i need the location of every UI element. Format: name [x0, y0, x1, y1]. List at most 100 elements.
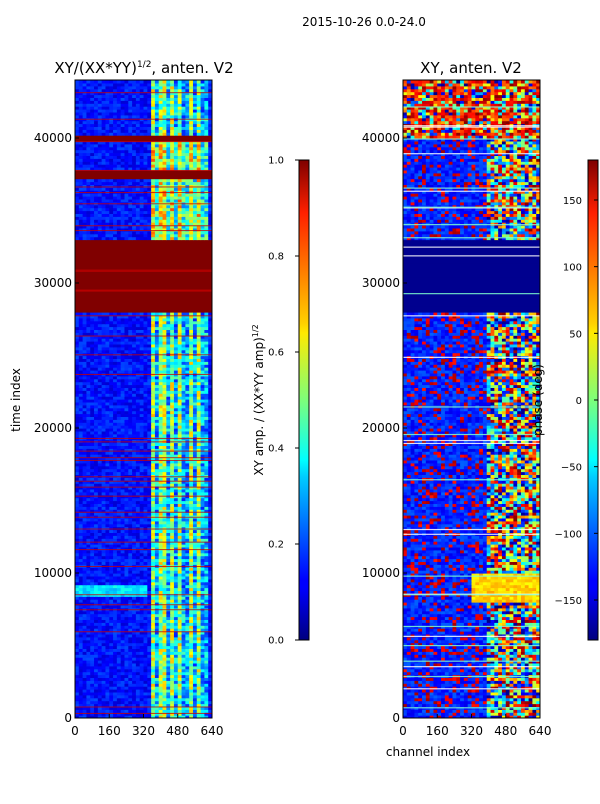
amp-cell — [82, 538, 88, 542]
amp-cell — [86, 648, 91, 652]
amp-cell — [185, 387, 190, 391]
amp-cell — [151, 700, 156, 705]
amp-cell — [120, 686, 126, 690]
amp-cell — [151, 645, 156, 649]
amp-cell — [75, 471, 80, 475]
amp-cell — [120, 378, 126, 383]
amp-cell — [132, 326, 137, 330]
amp-cell — [86, 683, 91, 687]
amp-cell — [154, 552, 160, 557]
amp-cell — [173, 520, 179, 525]
amp-cell — [94, 552, 99, 557]
amp-cell — [189, 535, 194, 539]
amp-cell — [82, 602, 88, 606]
amp-cell — [113, 613, 118, 618]
amp-cell — [208, 546, 212, 551]
amp-cell — [189, 529, 194, 533]
amp-cell — [86, 509, 91, 513]
amp-cell — [200, 526, 205, 531]
amp-cell — [75, 674, 80, 678]
amp-cell — [154, 471, 160, 475]
amp-cell — [151, 468, 156, 473]
amp-cell — [181, 546, 186, 551]
amp-cell — [208, 709, 212, 713]
amp-cell — [75, 387, 80, 391]
amp-cell — [143, 486, 148, 490]
amp-cell — [200, 454, 205, 458]
amp-cell — [97, 633, 103, 638]
amp-cell — [101, 651, 107, 655]
amp-cell — [120, 465, 126, 470]
amp-cell — [116, 657, 122, 661]
amp-cell — [75, 425, 80, 429]
amp-cell — [151, 657, 156, 661]
amp-cell — [154, 468, 160, 473]
amp-cell — [200, 645, 205, 649]
amp-cell — [135, 381, 141, 386]
amp-cell — [120, 381, 126, 386]
amp-cell — [154, 535, 160, 539]
amp-cell — [204, 491, 209, 496]
amp-cell — [116, 346, 122, 351]
amp-cell — [78, 526, 84, 531]
amp-cell — [158, 570, 164, 574]
amp-cell — [82, 544, 88, 548]
amp-cell — [173, 448, 179, 452]
amp-cell — [154, 555, 160, 560]
amp-cell — [208, 413, 212, 417]
amp-cell — [147, 645, 152, 649]
amp-cell — [147, 683, 152, 687]
amp-cell — [120, 604, 126, 609]
amp-cell — [147, 384, 152, 388]
amp-cell — [82, 616, 88, 620]
amp-cell — [101, 361, 107, 365]
amp-cell — [208, 343, 212, 348]
amp-cell — [147, 393, 152, 397]
amp-cell — [135, 338, 141, 342]
amp-cell — [173, 477, 179, 481]
amp-cell — [97, 335, 103, 339]
amp-cell — [128, 320, 133, 325]
amp-cell — [86, 697, 91, 702]
amp-cell — [128, 317, 133, 322]
amp-cell — [94, 317, 99, 322]
amp-cell — [132, 329, 137, 333]
amp-cell — [173, 471, 179, 475]
amp-cell — [101, 680, 107, 684]
amp-cell — [158, 578, 164, 583]
amp-cell — [90, 680, 95, 684]
amp-cell — [177, 329, 183, 333]
amp-cell — [135, 584, 141, 589]
amp-cell — [132, 445, 137, 449]
amp-cell — [177, 677, 183, 681]
amp-cell — [124, 706, 129, 710]
amp-cell — [132, 480, 137, 484]
amp-cell — [113, 691, 118, 696]
amp-cell — [139, 567, 145, 571]
amp-cell — [151, 483, 156, 487]
amp-cell — [78, 628, 84, 632]
amp-cell — [162, 546, 167, 551]
amp-cell — [97, 375, 103, 380]
amp-cell — [181, 575, 186, 580]
amp-cell — [105, 323, 110, 328]
amp-cell — [97, 396, 103, 400]
amp-cell — [173, 488, 179, 493]
amp-cell — [166, 381, 171, 386]
amp-cell — [158, 428, 164, 432]
amp-cell — [143, 599, 148, 603]
amp-cell — [135, 657, 141, 661]
amp-cell — [128, 326, 133, 330]
amp-cell — [196, 390, 202, 394]
amp-cell — [158, 422, 164, 426]
amp-cell — [166, 451, 171, 455]
amp-cell — [154, 581, 160, 586]
amp-cell — [105, 677, 110, 681]
amp-cell — [200, 413, 205, 417]
amp-cell — [128, 633, 133, 638]
amp-cell — [97, 610, 103, 615]
amp-cell — [105, 584, 110, 589]
amp-cell — [192, 706, 198, 710]
amp-cell — [86, 535, 91, 539]
amp-cell — [124, 526, 129, 531]
